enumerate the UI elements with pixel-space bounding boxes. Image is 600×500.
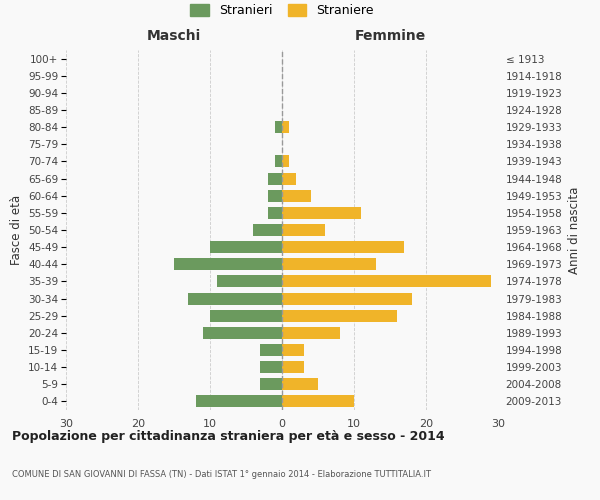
- Bar: [282, 172, 296, 184]
- Bar: [196, 396, 282, 407]
- Bar: [282, 310, 397, 322]
- Bar: [282, 361, 304, 373]
- Bar: [282, 378, 318, 390]
- Bar: [268, 172, 282, 184]
- Y-axis label: Anni di nascita: Anni di nascita: [568, 186, 581, 274]
- Bar: [282, 276, 491, 287]
- Bar: [275, 121, 282, 133]
- Text: Femmine: Femmine: [355, 29, 425, 43]
- Bar: [282, 207, 361, 219]
- Y-axis label: Fasce di età: Fasce di età: [10, 195, 23, 265]
- Bar: [282, 258, 376, 270]
- Bar: [210, 241, 282, 253]
- Bar: [253, 224, 282, 236]
- Bar: [282, 292, 412, 304]
- Bar: [282, 344, 304, 356]
- Text: COMUNE DI SAN GIOVANNI DI FASSA (TN) - Dati ISTAT 1° gennaio 2014 - Elaborazione: COMUNE DI SAN GIOVANNI DI FASSA (TN) - D…: [12, 470, 431, 479]
- Bar: [174, 258, 282, 270]
- Bar: [282, 241, 404, 253]
- Text: Maschi: Maschi: [147, 29, 201, 43]
- Bar: [282, 327, 340, 339]
- Bar: [210, 310, 282, 322]
- Bar: [260, 344, 282, 356]
- Bar: [217, 276, 282, 287]
- Text: Popolazione per cittadinanza straniera per età e sesso - 2014: Popolazione per cittadinanza straniera p…: [12, 430, 445, 443]
- Bar: [188, 292, 282, 304]
- Bar: [275, 156, 282, 168]
- Legend: Stranieri, Straniere: Stranieri, Straniere: [187, 0, 377, 21]
- Bar: [268, 207, 282, 219]
- Bar: [203, 327, 282, 339]
- Bar: [282, 121, 289, 133]
- Bar: [282, 224, 325, 236]
- Bar: [282, 190, 311, 202]
- Bar: [282, 156, 289, 168]
- Bar: [268, 190, 282, 202]
- Bar: [260, 378, 282, 390]
- Bar: [282, 396, 354, 407]
- Bar: [260, 361, 282, 373]
